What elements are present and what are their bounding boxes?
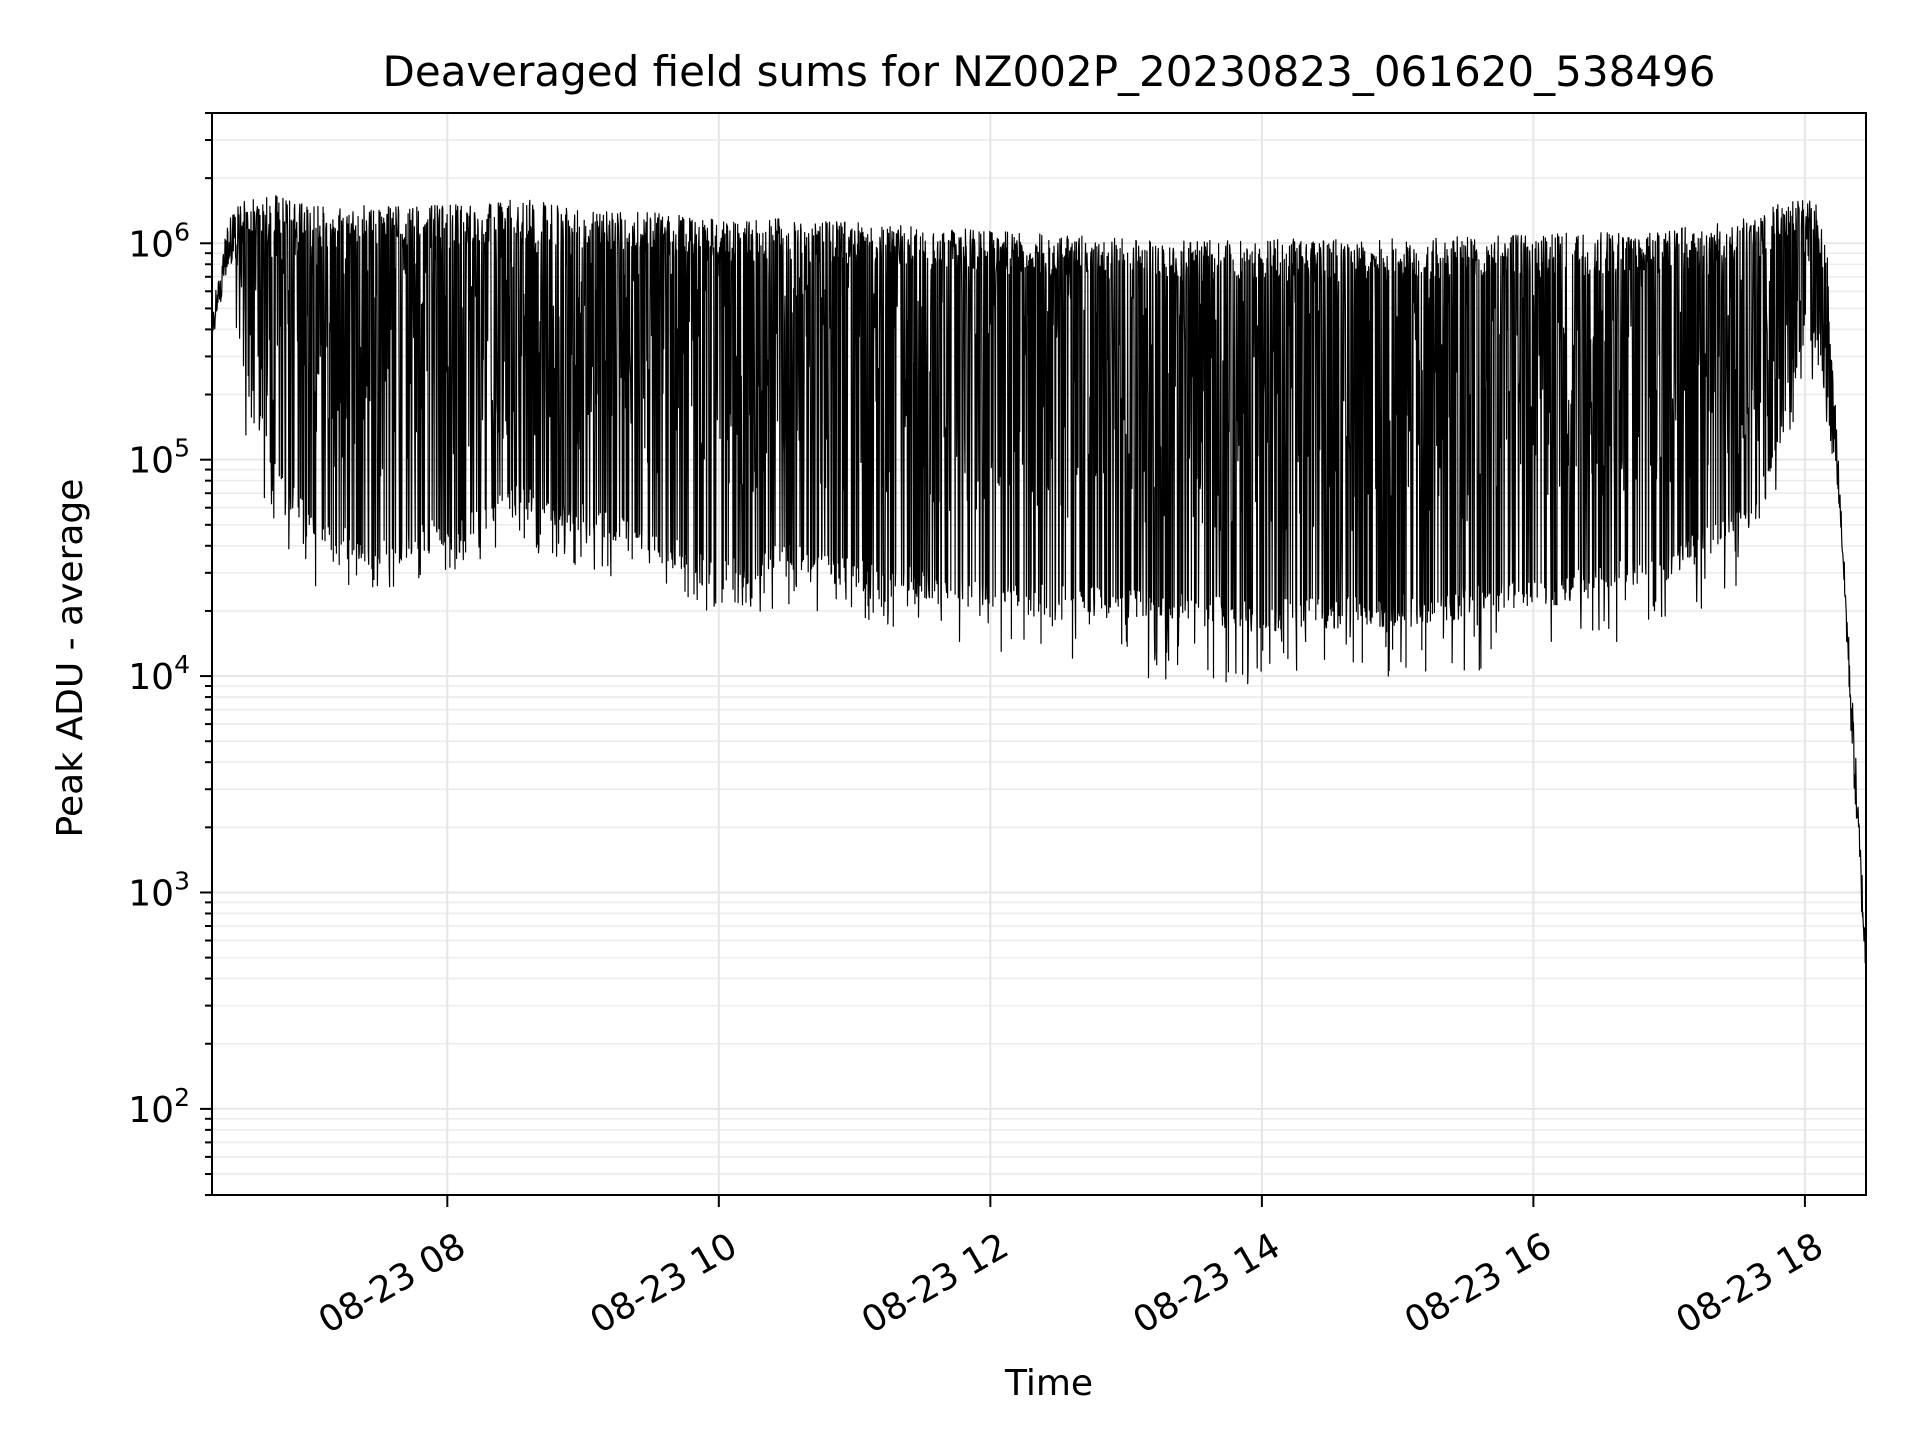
- x-tick-label: 08-23 12: [855, 1225, 1016, 1341]
- y-tick-label: 105: [128, 434, 190, 482]
- x-tick-label: 08-23 18: [1670, 1225, 1831, 1341]
- data-series: [211, 195, 1867, 964]
- axes-frame: [211, 112, 1867, 1196]
- x-tick-label: 08-23 10: [583, 1225, 744, 1341]
- series-line: [211, 195, 1867, 964]
- y-tick-label: 103: [128, 866, 190, 914]
- x-axis-label: Time: [1004, 1363, 1093, 1404]
- x-tick-label: 08-23 14: [1126, 1225, 1287, 1341]
- x-tick-label: 08-23 08: [312, 1225, 473, 1341]
- y-axis-label: Peak ADU - average: [50, 479, 91, 838]
- y-tick-label: 104: [128, 650, 190, 698]
- y-tick-label: 106: [128, 217, 190, 265]
- y-tick-label: 102: [128, 1083, 190, 1131]
- x-tick-label: 08-23 16: [1398, 1225, 1559, 1341]
- chart-title: Deaveraged field sums for NZ002P_2023082…: [383, 47, 1716, 96]
